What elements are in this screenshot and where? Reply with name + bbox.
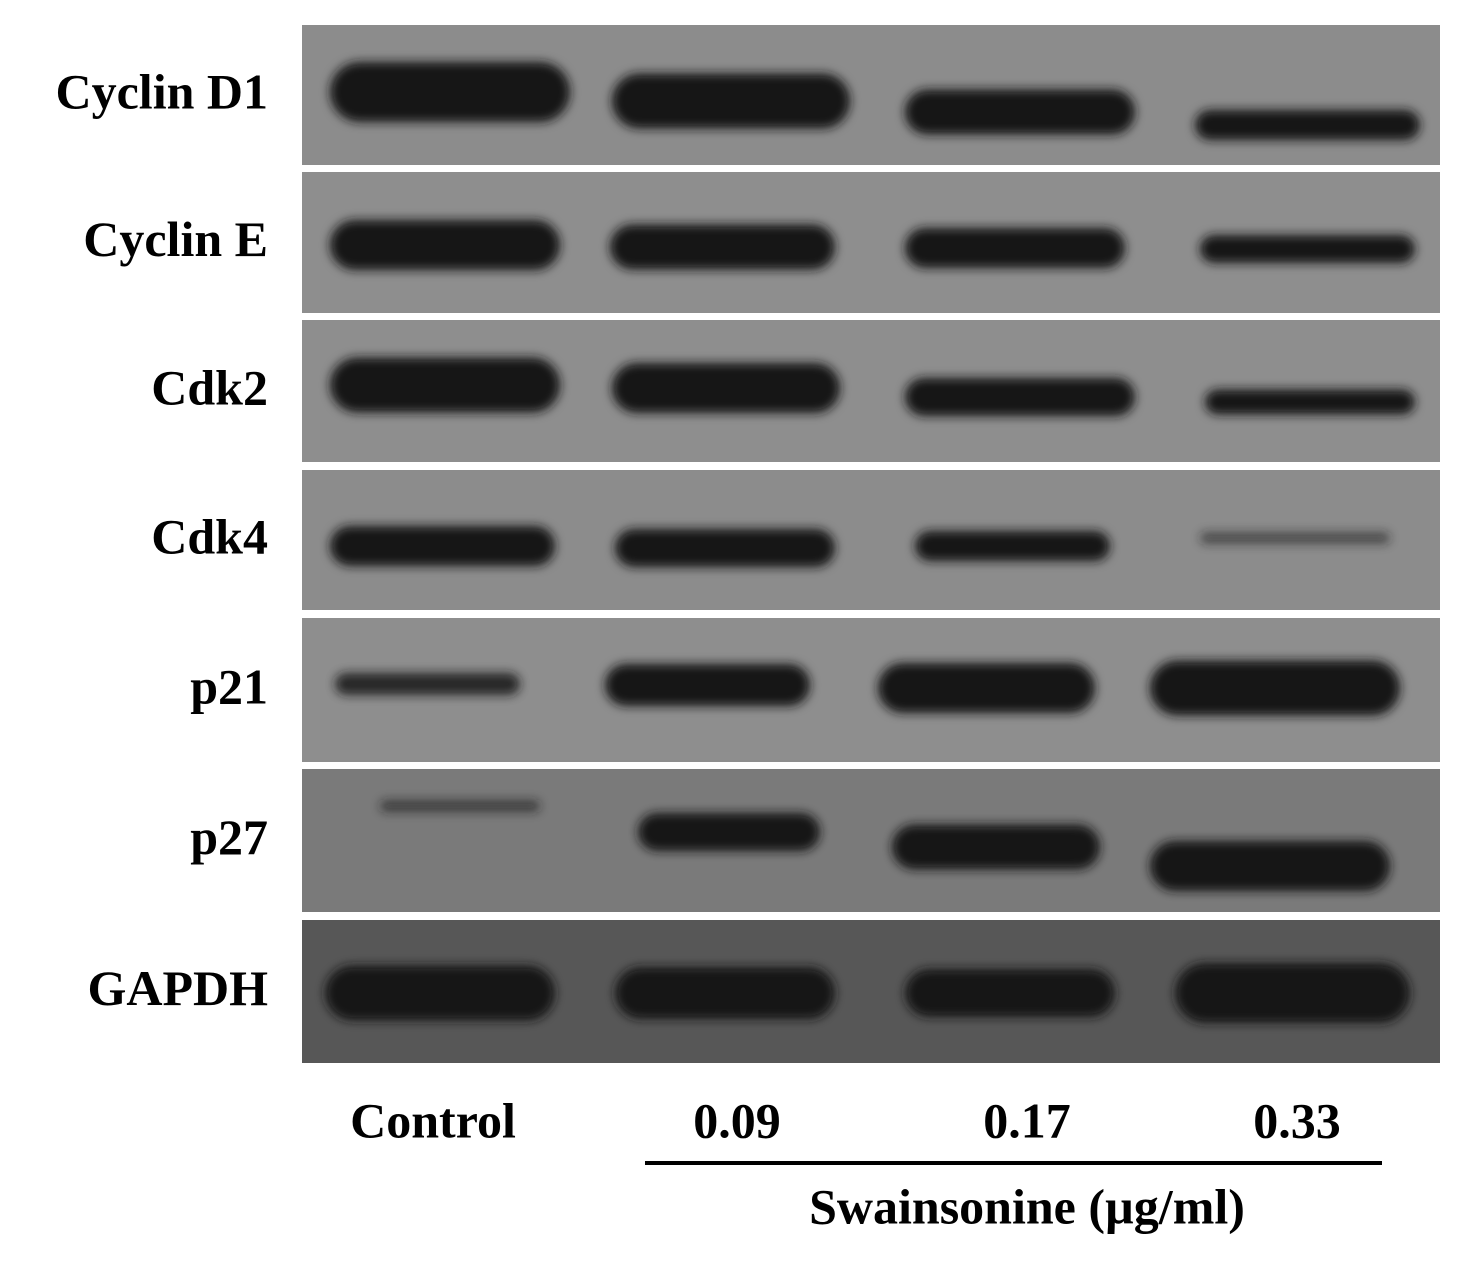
band <box>330 62 570 122</box>
band <box>325 965 555 1021</box>
band <box>380 800 540 812</box>
band <box>330 220 560 270</box>
band <box>610 224 835 270</box>
band <box>1205 389 1415 415</box>
band <box>1175 963 1410 1023</box>
band <box>1150 841 1390 891</box>
row-label: Cdk2 <box>151 359 268 415</box>
lane-label: 0.17 <box>983 1092 1071 1148</box>
band <box>905 378 1135 416</box>
row-label: Cdk4 <box>151 508 268 564</box>
band <box>615 967 835 1019</box>
lane-label: 0.33 <box>1253 1092 1341 1148</box>
band <box>330 357 560 413</box>
band <box>878 663 1095 713</box>
band <box>905 228 1125 268</box>
band <box>638 813 820 851</box>
band <box>915 531 1110 561</box>
band <box>615 529 835 567</box>
row-label: p21 <box>190 658 268 714</box>
row-label: Cyclin D1 <box>56 63 269 119</box>
band <box>892 824 1100 870</box>
band <box>1200 532 1390 544</box>
band <box>1150 660 1400 716</box>
blot-panels <box>302 25 1440 1063</box>
row-label: GAPDH <box>87 960 268 1016</box>
band <box>612 363 840 413</box>
row-label: Cyclin E <box>83 211 268 267</box>
row-label: p27 <box>190 809 268 865</box>
band <box>905 89 1135 135</box>
band <box>1200 235 1415 263</box>
labels: Cyclin D1 Cyclin E Cdk2 Cdk4 p21 p27 GAPDH Cont… <box>56 63 1341 1148</box>
treatment-label: Swainsonine (µg/ml) <box>809 1178 1245 1234</box>
band <box>605 664 810 706</box>
band <box>905 969 1115 1017</box>
band <box>612 73 850 129</box>
band <box>330 526 555 566</box>
band <box>1195 110 1420 140</box>
lane-label: 0.09 <box>693 1092 781 1148</box>
lane-label: Control <box>350 1092 516 1148</box>
band <box>335 673 520 695</box>
